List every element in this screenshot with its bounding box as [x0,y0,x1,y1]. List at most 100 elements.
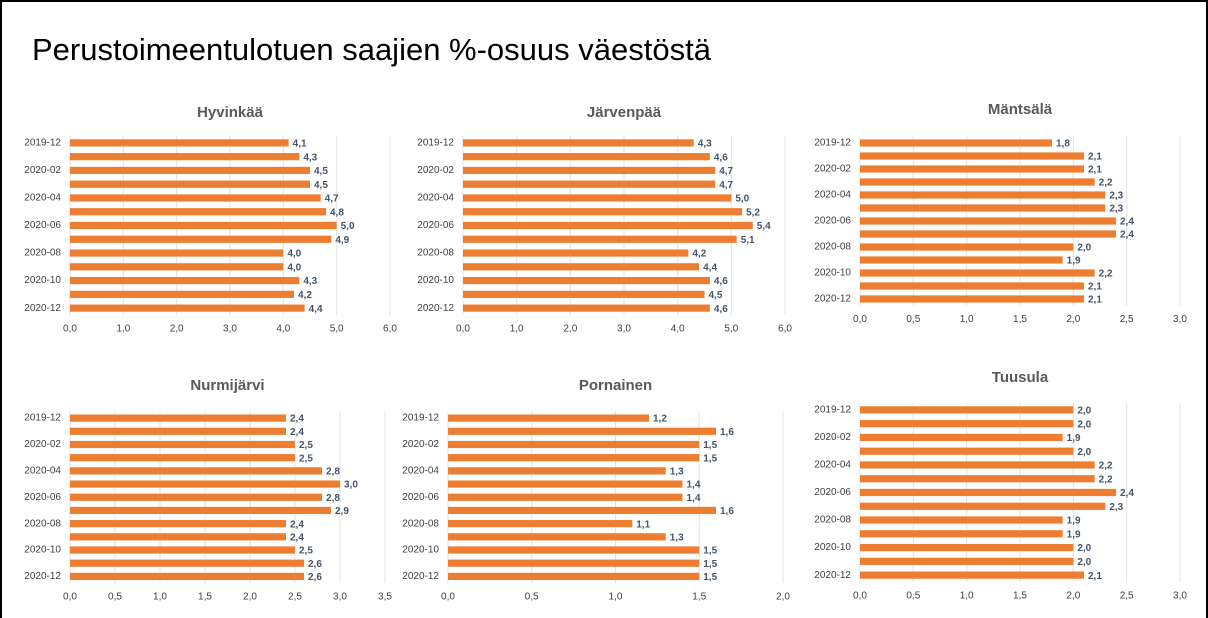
bar [70,427,286,435]
bar [860,488,1116,497]
chart-title: Hyvinkää [197,104,264,121]
bar [860,502,1106,510]
y-tick-label: 2020-04 [814,460,851,471]
bar [860,461,1095,469]
bar [463,180,716,188]
value-label: 2,1 [1088,165,1102,176]
chart-title: Tuusula [992,369,1049,386]
value-label: 2,0 [1077,447,1091,458]
y-tick-label: 2020-06 [402,492,439,503]
bar [860,230,1116,238]
bar [70,153,300,161]
value-label: 2,4 [290,414,304,425]
bar [860,282,1084,290]
bar [448,520,633,528]
value-label: 2,0 [1077,543,1091,554]
bar [70,493,322,501]
bar [448,546,700,554]
x-tick-label: 1,0 [116,324,130,335]
bar [448,493,683,501]
bar [860,295,1084,303]
value-label: 4,5 [314,166,328,177]
value-label: 1,9 [1067,433,1081,444]
value-label: 3,0 [344,480,358,491]
bar [860,530,1063,538]
bar [860,139,1052,147]
bar [70,276,300,285]
x-tick-label: 2,0 [243,592,257,603]
value-label: 4,6 [714,276,728,287]
value-label: 1,3 [670,467,684,478]
value-label: 4,9 [335,235,349,246]
y-tick-label: 2020-08 [417,248,454,259]
y-tick-label: 2020-12 [814,294,851,305]
bar [860,571,1084,579]
x-tick-label: 1,0 [609,592,623,603]
y-tick-label: 2020-02 [814,164,851,175]
x-tick-label: 4,0 [276,324,290,335]
value-label: 2,4 [1120,488,1134,499]
bar [860,191,1106,199]
y-tick-label: 2020-02 [814,432,851,443]
y-tick-label: 2020-04 [814,190,851,201]
value-label: 4,6 [714,152,728,163]
y-tick-label: 2020-06 [24,220,61,231]
value-label: 1,6 [720,506,734,517]
bar [463,221,753,230]
x-tick-label: 2,5 [288,592,302,603]
value-label: 2,1 [1088,152,1102,163]
bar [70,572,304,581]
value-label: 1,4 [687,480,701,491]
x-tick-label: 1,0 [960,591,974,602]
value-label: 4,6 [714,304,728,315]
y-tick-label: 2019-12 [402,413,439,424]
y-tick-label: 2020-06 [24,492,61,503]
bar [448,480,683,488]
x-tick-label: 1,5 [198,592,212,603]
y-tick-label: 2020-08 [814,242,851,253]
value-label: 4,7 [719,180,733,191]
chart-title: Pornainen [579,377,652,394]
x-tick-label: 0,0 [441,592,455,603]
value-label: 4,5 [709,290,723,301]
x-tick-label: 0,0 [63,592,77,603]
value-label: 5,2 [746,207,760,218]
bar [860,256,1063,264]
value-label: 2,4 [1120,217,1134,228]
y-tick-label: 2020-10 [814,542,851,553]
value-label: 2,4 [1120,230,1134,241]
bar [448,440,700,449]
bar [70,166,310,175]
x-tick-label: 1,0 [153,592,167,603]
bar [70,194,321,202]
bar [463,139,694,147]
bar [448,454,700,462]
y-tick-label: 2020-12 [24,303,61,314]
bar [860,204,1106,212]
bar [70,546,295,554]
x-tick-label: 1,5 [1013,314,1027,325]
value-label: 5,1 [741,235,755,246]
bar [860,433,1063,442]
y-tick-label: 2020-04 [24,193,61,204]
bar [70,506,331,515]
x-tick-label: 3,0 [1173,591,1187,602]
value-label: 2,0 [1077,406,1091,417]
value-label: 1,3 [670,532,684,543]
y-tick-label: 2020-08 [24,518,61,529]
y-tick-label: 2019-12 [417,138,454,149]
value-label: 4,7 [719,166,733,177]
y-tick-label: 2020-04 [402,466,439,477]
y-tick-label: 2019-12 [814,138,851,149]
bar [70,414,286,422]
x-tick-label: 3,0 [1173,314,1187,325]
y-tick-label: 2020-02 [417,165,454,176]
x-tick-label: 2,0 [1066,591,1080,602]
value-label: 2,5 [299,453,313,464]
x-tick-label: 1,0 [510,324,524,335]
x-tick-label: 0,0 [853,591,867,602]
bar [463,235,737,243]
x-tick-label: 2,0 [563,324,577,335]
